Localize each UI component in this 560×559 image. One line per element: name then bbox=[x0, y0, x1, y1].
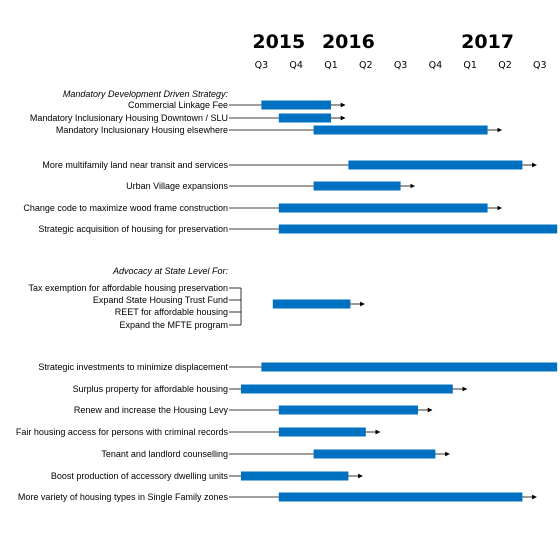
task-row: Expand the MFTE program bbox=[119, 320, 241, 330]
quarter-label: Q3 bbox=[255, 60, 269, 71]
year-label: 2016 bbox=[322, 31, 375, 53]
task-list: Commercial Linkage Fee Mandatory Inclusio… bbox=[16, 100, 558, 502]
task-label: Renew and increase the Housing Levy bbox=[74, 405, 229, 415]
quarter-label: Q3 bbox=[394, 60, 408, 71]
task-row: Surplus property for affordable housing bbox=[73, 384, 468, 394]
task-row: Mandatory Inclusionary Housing elsewhere bbox=[56, 125, 503, 135]
task-row: Boost production of accessory dwelling u… bbox=[51, 471, 363, 481]
task-row: Expand State Housing Trust Fund bbox=[93, 295, 241, 305]
task-label: Expand State Housing Trust Fund bbox=[93, 295, 228, 305]
task-row: Renew and increase the Housing Levy bbox=[74, 405, 433, 415]
quarter-label: Q1 bbox=[324, 60, 338, 71]
task-label: More variety of housing types in Single … bbox=[18, 492, 229, 502]
task-bar bbox=[241, 471, 349, 481]
task-row: Strategic acquisition of housing for pre… bbox=[38, 224, 558, 234]
task-label: Change code to maximize wood frame const… bbox=[23, 203, 228, 213]
quarter-label: Q2 bbox=[498, 60, 512, 71]
task-bar bbox=[348, 160, 523, 170]
quarter-label: Q4 bbox=[289, 60, 303, 71]
task-label: Tenant and landlord counselling bbox=[101, 449, 228, 459]
task-bar bbox=[278, 224, 558, 234]
task-row: More multifamily land near transit and s… bbox=[42, 160, 537, 170]
task-label: Fair housing access for persons with cri… bbox=[16, 427, 229, 437]
task-label: Urban Village expansions bbox=[126, 181, 228, 191]
task-bar bbox=[313, 181, 401, 191]
task-row: REET for affordable housing bbox=[115, 307, 241, 317]
task-bar bbox=[261, 100, 331, 110]
task-row: Change code to maximize wood frame const… bbox=[23, 203, 503, 213]
task-label: More multifamily land near transit and s… bbox=[42, 160, 228, 170]
task-label: REET for affordable housing bbox=[115, 307, 228, 317]
task-label: Expand the MFTE program bbox=[119, 320, 228, 330]
quarter-label: Q4 bbox=[429, 60, 443, 71]
quarter-label: Q2 bbox=[359, 60, 373, 71]
task-label: Commercial Linkage Fee bbox=[128, 100, 228, 110]
task-label: Surplus property for affordable housing bbox=[73, 384, 228, 394]
task-bar bbox=[313, 125, 488, 135]
task-bar bbox=[278, 113, 331, 123]
task-label: Boost production of accessory dwelling u… bbox=[51, 471, 229, 481]
task-row: Tax exemption for affordable housing pre… bbox=[29, 283, 241, 293]
quarter-label: Q1 bbox=[463, 60, 477, 71]
task-bar bbox=[278, 405, 418, 415]
group-headings: Mandatory Development Driven Strategy: Ad… bbox=[63, 89, 229, 276]
year-label: 2015 bbox=[252, 31, 305, 53]
task-row: Commercial Linkage Fee bbox=[128, 100, 346, 110]
task-label: Strategic investments to minimize displa… bbox=[38, 362, 228, 372]
task-row: More variety of housing types in Single … bbox=[18, 492, 537, 502]
task-bar bbox=[241, 384, 453, 394]
task-label: Mandatory Inclusionary Housing elsewhere bbox=[56, 125, 228, 135]
task-row: Strategic investments to minimize displa… bbox=[38, 362, 558, 372]
quarter-label: Q3 bbox=[533, 60, 547, 71]
group-heading: Mandatory Development Driven Strategy: bbox=[63, 89, 229, 99]
advocacy-bar bbox=[272, 299, 351, 309]
task-bar bbox=[313, 449, 436, 459]
group-heading: Advocacy at State Level For: bbox=[112, 266, 229, 276]
year-label: 2017 bbox=[461, 31, 514, 53]
task-row: Fair housing access for persons with cri… bbox=[16, 427, 381, 437]
task-row: Tenant and landlord counselling bbox=[101, 449, 450, 459]
task-label: Tax exemption for affordable housing pre… bbox=[29, 283, 228, 293]
task-row: Urban Village expansions bbox=[126, 181, 416, 191]
task-bar bbox=[261, 362, 558, 372]
task-label: Strategic acquisition of housing for pre… bbox=[38, 224, 228, 234]
timeline-header: 201520162017Q3Q4Q1Q2Q3Q4Q1Q2Q3Q4 bbox=[252, 31, 547, 71]
task-bar bbox=[278, 492, 523, 502]
task-bar bbox=[278, 427, 366, 437]
task-row: Mandatory Inclusionary Housing Downtown … bbox=[30, 113, 346, 123]
task-bar bbox=[278, 203, 488, 213]
task-label: Mandatory Inclusionary Housing Downtown … bbox=[30, 113, 228, 123]
